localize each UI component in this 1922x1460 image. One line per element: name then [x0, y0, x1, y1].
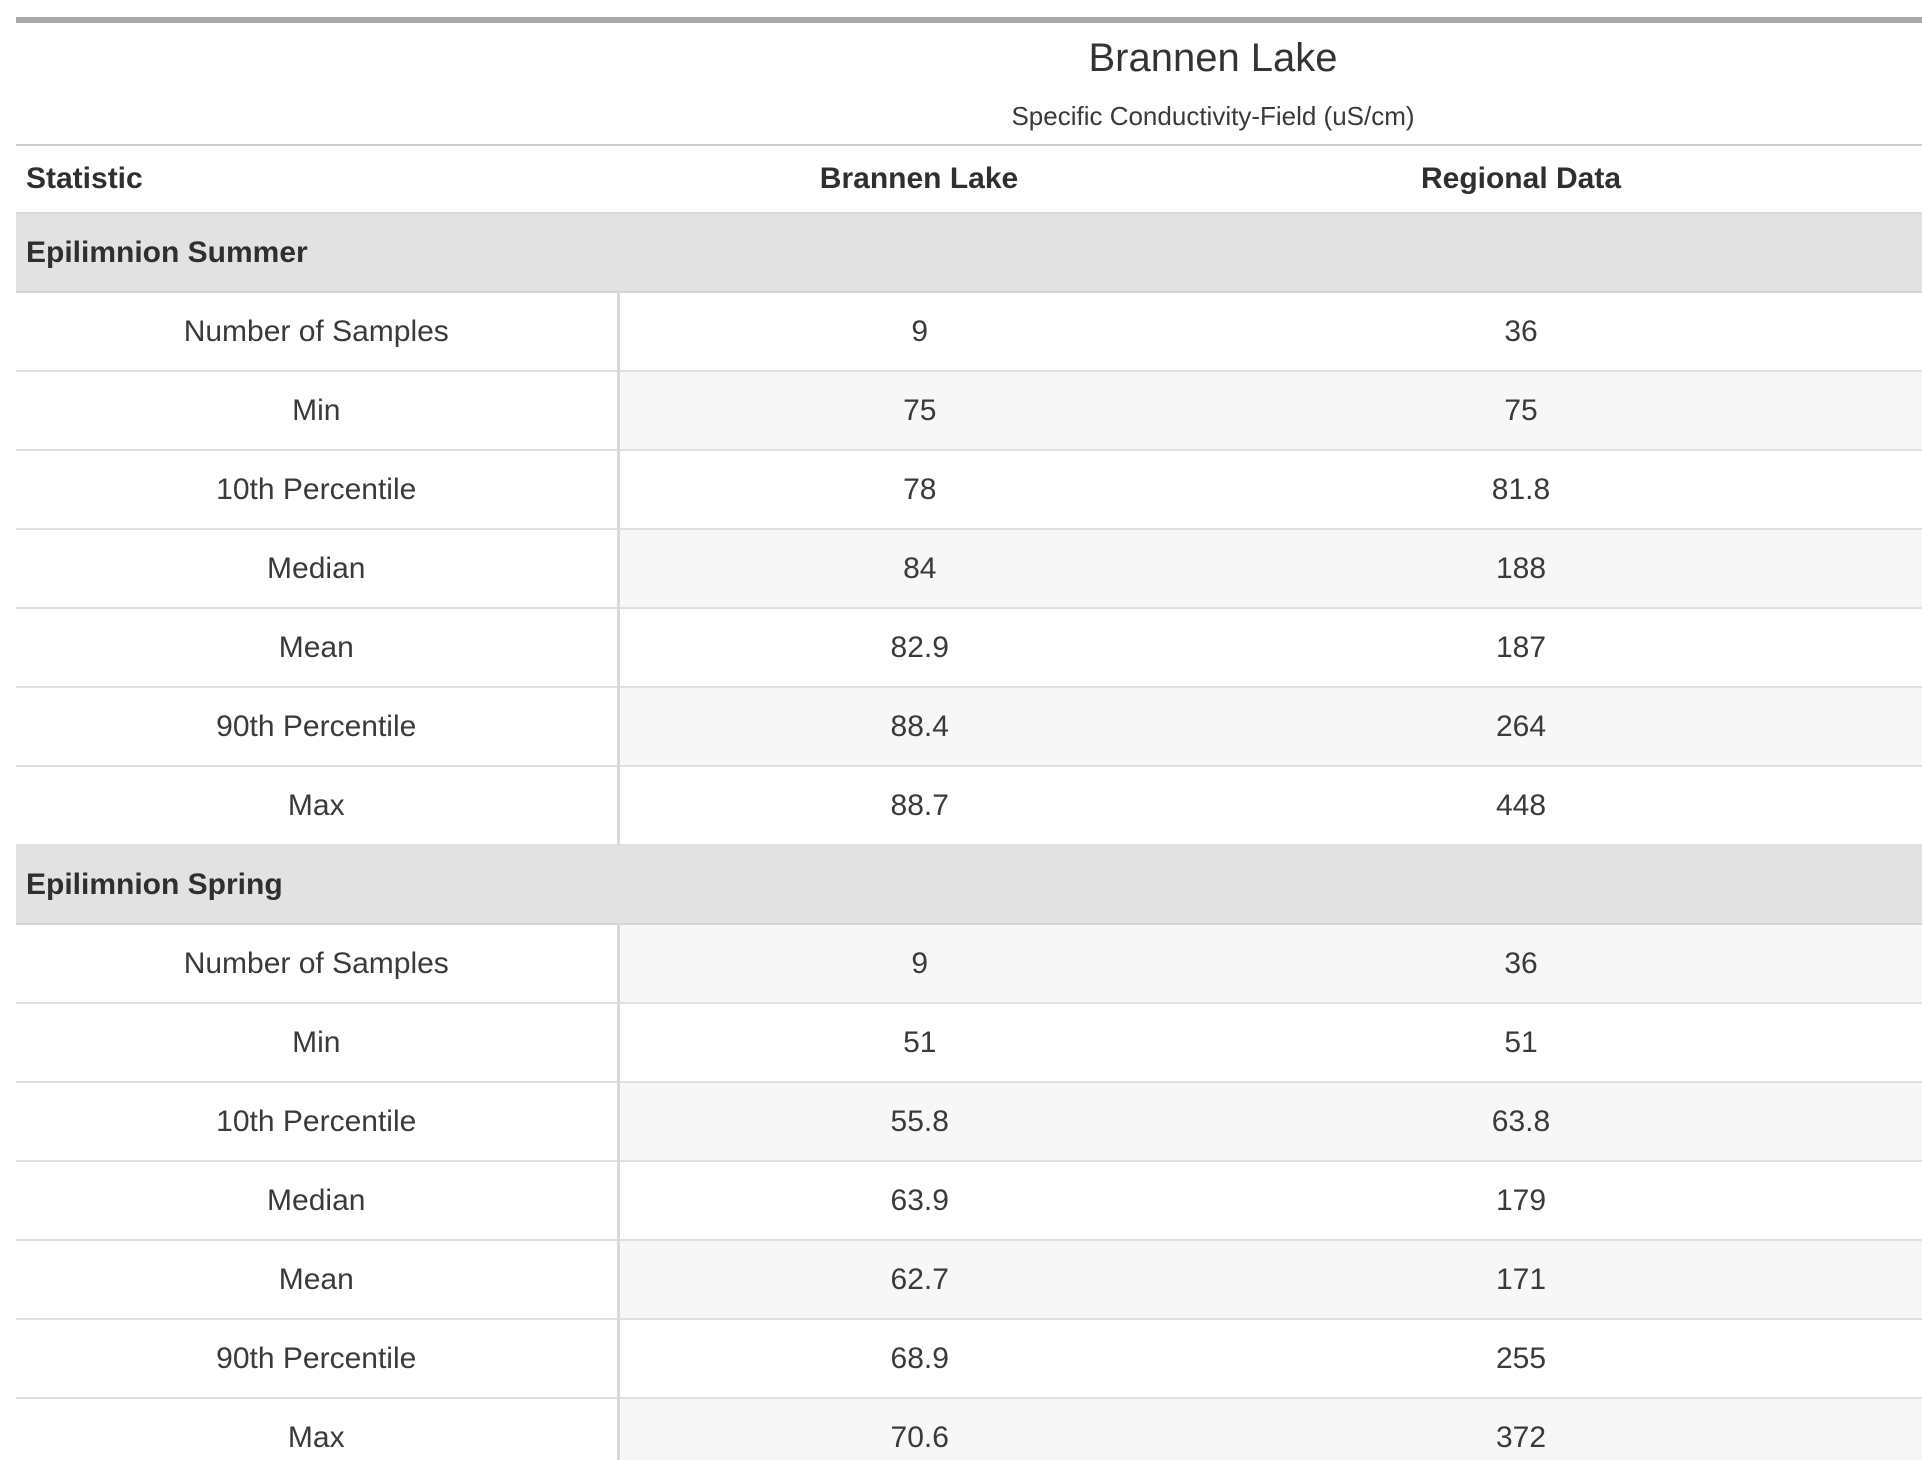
lake-value-cell: 55.8 [618, 1082, 1220, 1162]
filler-cell [1822, 1161, 1922, 1241]
parameter-subtitle: Specific Conductivity-Field (uS/cm) [1011, 101, 1415, 131]
section-header-row: Epilimnion Summer [16, 212, 1922, 293]
section-header-label: Epilimnion Summer [16, 212, 1922, 293]
table-row: Max 88.7 448 [16, 766, 1922, 846]
table-row: Max 70.6 372 [16, 1398, 1922, 1460]
filler-cell [1822, 371, 1922, 451]
column-header-filler [1822, 146, 1922, 214]
table-row: 10th Percentile 78 81.8 [16, 450, 1922, 530]
column-header-regional-data: Regional Data [1220, 146, 1822, 214]
stat-label-cell: 10th Percentile [16, 1082, 620, 1162]
filler-cell [1822, 1082, 1922, 1162]
section-header-row: Epilimnion Spring [16, 844, 1922, 925]
table-row: Number of Samples 9 36 [16, 924, 1922, 1004]
lake-value-cell: 68.9 [618, 1319, 1220, 1399]
regional-value-cell: 171 [1220, 1240, 1822, 1320]
filler-cell [1822, 924, 1922, 1004]
lake-value-cell: 9 [618, 292, 1220, 372]
header-separator [16, 144, 1922, 146]
table-row: 90th Percentile 68.9 255 [16, 1319, 1922, 1399]
stat-label-cell: Number of Samples [16, 924, 620, 1004]
stat-label-cell: Median [16, 529, 620, 609]
lake-value-cell: 88.7 [618, 766, 1220, 846]
regional-value-cell: 187 [1220, 608, 1822, 688]
regional-value-cell: 179 [1220, 1161, 1822, 1241]
table-row: Median 84 188 [16, 529, 1922, 609]
stat-label-cell: Median [16, 1161, 620, 1241]
regional-value-cell: 448 [1220, 766, 1822, 846]
filler-cell [1822, 292, 1922, 372]
table-row: Median 63.9 179 [16, 1161, 1922, 1241]
section-header-label: Epilimnion Spring [16, 844, 1922, 925]
filler-cell [1822, 1398, 1922, 1460]
regional-value-cell: 36 [1220, 292, 1822, 372]
filler-cell [1822, 608, 1922, 688]
regional-value-cell: 63.8 [1220, 1082, 1822, 1162]
stat-label-cell: Mean [16, 608, 620, 688]
stat-label-cell: Max [16, 1398, 620, 1460]
stat-label-cell: Min [16, 1003, 620, 1083]
regional-value-cell: 188 [1220, 529, 1822, 609]
lake-value-cell: 84 [618, 529, 1220, 609]
regional-value-cell: 372 [1220, 1398, 1822, 1460]
lake-value-cell: 78 [618, 450, 1220, 530]
report-canvas: Brannen Lake Specific Conductivity-Field… [0, 17, 1922, 1460]
regional-value-cell: 81.8 [1220, 450, 1822, 530]
lake-value-cell: 9 [618, 924, 1220, 1004]
table-header: Statistic Brannen Lake Regional Data [16, 146, 1922, 214]
table-body: Epilimnion Summer Number of Samples 9 36 Min… [16, 212, 1922, 1460]
table-row: Min 51 51 [16, 1003, 1922, 1083]
regional-value-cell: 36 [1220, 924, 1822, 1004]
table-row: Mean 62.7 171 [16, 1240, 1922, 1320]
regional-value-cell: 51 [1220, 1003, 1822, 1083]
filler-cell [1822, 766, 1922, 846]
filler-cell [1822, 687, 1922, 767]
lake-value-cell: 82.9 [618, 608, 1220, 688]
regional-value-cell: 264 [1220, 687, 1822, 767]
top-border [16, 17, 1922, 23]
table-row: Mean 82.9 187 [16, 608, 1922, 688]
table-row: 10th Percentile 55.8 63.8 [16, 1082, 1922, 1162]
column-header-brannen-lake: Brannen Lake [618, 146, 1220, 214]
stat-label-cell: 90th Percentile [16, 687, 620, 767]
stat-label-cell: 90th Percentile [16, 1319, 620, 1399]
lake-value-cell: 63.9 [618, 1161, 1220, 1241]
regional-value-cell: 75 [1220, 371, 1822, 451]
filler-cell [1822, 1319, 1922, 1399]
regional-value-cell: 255 [1220, 1319, 1822, 1399]
lake-value-cell: 88.4 [618, 687, 1220, 767]
lake-value-cell: 75 [618, 371, 1220, 451]
table-row: Min 75 75 [16, 371, 1922, 451]
lake-value-cell: 62.7 [618, 1240, 1220, 1320]
filler-cell [1822, 450, 1922, 530]
column-header-statistic: Statistic [16, 146, 618, 214]
filler-cell [1822, 529, 1922, 609]
lake-value-cell: 51 [618, 1003, 1220, 1083]
stat-label-cell: 10th Percentile [16, 450, 620, 530]
stat-label-cell: Min [16, 371, 620, 451]
stat-label-cell: Number of Samples [16, 292, 620, 372]
statistics-table: Statistic Brannen Lake Regional Data Epi… [16, 146, 1922, 1460]
page-title: Brannen Lake [1088, 36, 1338, 80]
stat-label-cell: Max [16, 766, 620, 846]
filler-cell [1822, 1240, 1922, 1320]
column-header-row: Statistic Brannen Lake Regional Data [16, 146, 1922, 214]
stat-label-cell: Mean [16, 1240, 620, 1320]
table-row: Number of Samples 9 36 [16, 292, 1922, 372]
filler-cell [1822, 1003, 1922, 1083]
table-row: 90th Percentile 88.4 264 [16, 687, 1922, 767]
lake-value-cell: 70.6 [618, 1398, 1220, 1460]
